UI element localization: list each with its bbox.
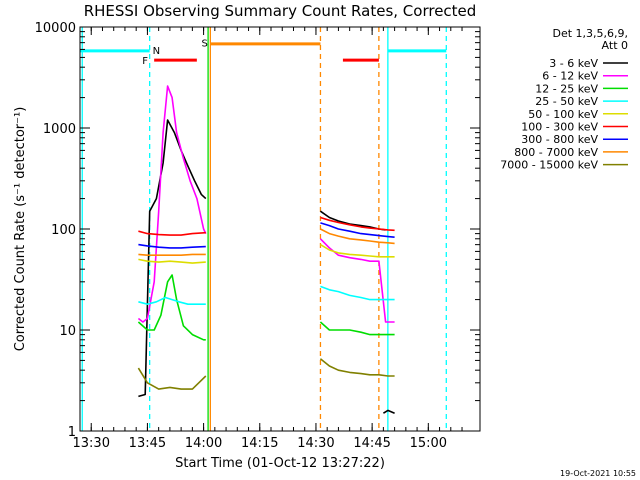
y-tick-label-4: 10000 [35,21,76,36]
x-tick-label-3: 14:15 [241,436,278,451]
series-line-5-1 [320,216,395,232]
series-line-4-1 [319,243,395,258]
series-line-7-0 [138,253,206,256]
chart-title: RHESSI Observing Summary Count Rates, Co… [84,2,477,20]
legend-label-5: 100 - 300 keV [521,121,598,134]
legend-label-7: 800 - 7000 keV [514,146,598,159]
x-tick-label-6: 15:00 [410,436,447,451]
series-line-1-0 [137,85,207,323]
y-tick-label-0: 1 [68,425,76,440]
y-tick-label-3: 1000 [43,122,76,137]
y-tick-label-1: 10 [59,324,76,339]
series-line-2-0 [137,274,206,341]
x-tick-label-5: 14:45 [353,436,390,451]
x-tick-label-1: 13:45 [129,436,166,451]
axes: 13:30 13:45 14:00 14:15 14:30 14:45 15:00 1 10 10… [35,21,480,451]
series-line-2-1 [319,321,395,336]
legend-label-1: 6 - 12 keV [542,70,598,83]
x-tick-label-2: 14:00 [185,436,222,451]
legend-label-0: 3 - 6 keV [549,57,598,70]
legend-label-2: 12 - 25 keV [535,82,598,95]
series-line-5-0 [138,230,206,236]
series-line-6-0 [138,243,206,249]
legend-label-3: 25 - 50 keV [535,95,598,108]
legend-header-1: Att 0 [602,39,628,52]
series-line-3-1 [320,285,395,301]
series-line-4-0 [138,258,206,264]
series-line-6-1 [320,222,395,238]
flag-label-2: S [202,39,208,50]
y-tick-label-2: 100 [51,223,76,238]
timestamp: 19-Oct-2021 10:55 [560,469,636,478]
series-line-3-0 [138,296,206,306]
series-line-8-1 [319,358,395,377]
x-axis-label: Start Time (01-Oct-12 13:27:22) [175,456,385,471]
series-line-0-2 [382,409,395,414]
flag-label-1: F [142,56,148,67]
legend-label-4: 50 - 100 keV [528,108,598,121]
legend-header-0: Det 1,3,5,6,9, [552,27,628,40]
legend-label-8: 7000 - 15000 keV [500,159,598,172]
y-axis-label: Corrected Count Rate (s⁻¹ detector⁻¹) [13,107,28,352]
plot-area: NF S [80,27,447,431]
series-line-8-0 [137,367,207,390]
x-tick-label-0: 13:30 [73,436,110,451]
flag-label-0: N [153,46,160,57]
series-line-0-0 [138,119,207,398]
x-tick-label-4: 14:30 [297,436,334,451]
series-line-7-1 [320,228,395,245]
legend-label-6: 300 - 800 keV [521,133,598,146]
